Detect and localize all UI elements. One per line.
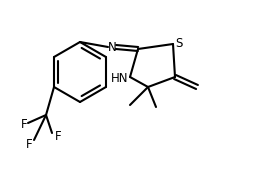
Text: F: F: [55, 130, 61, 142]
Text: HN: HN: [111, 72, 129, 84]
Text: F: F: [26, 138, 32, 152]
Text: S: S: [175, 36, 183, 50]
Text: F: F: [21, 117, 27, 131]
Text: N: N: [108, 40, 116, 53]
